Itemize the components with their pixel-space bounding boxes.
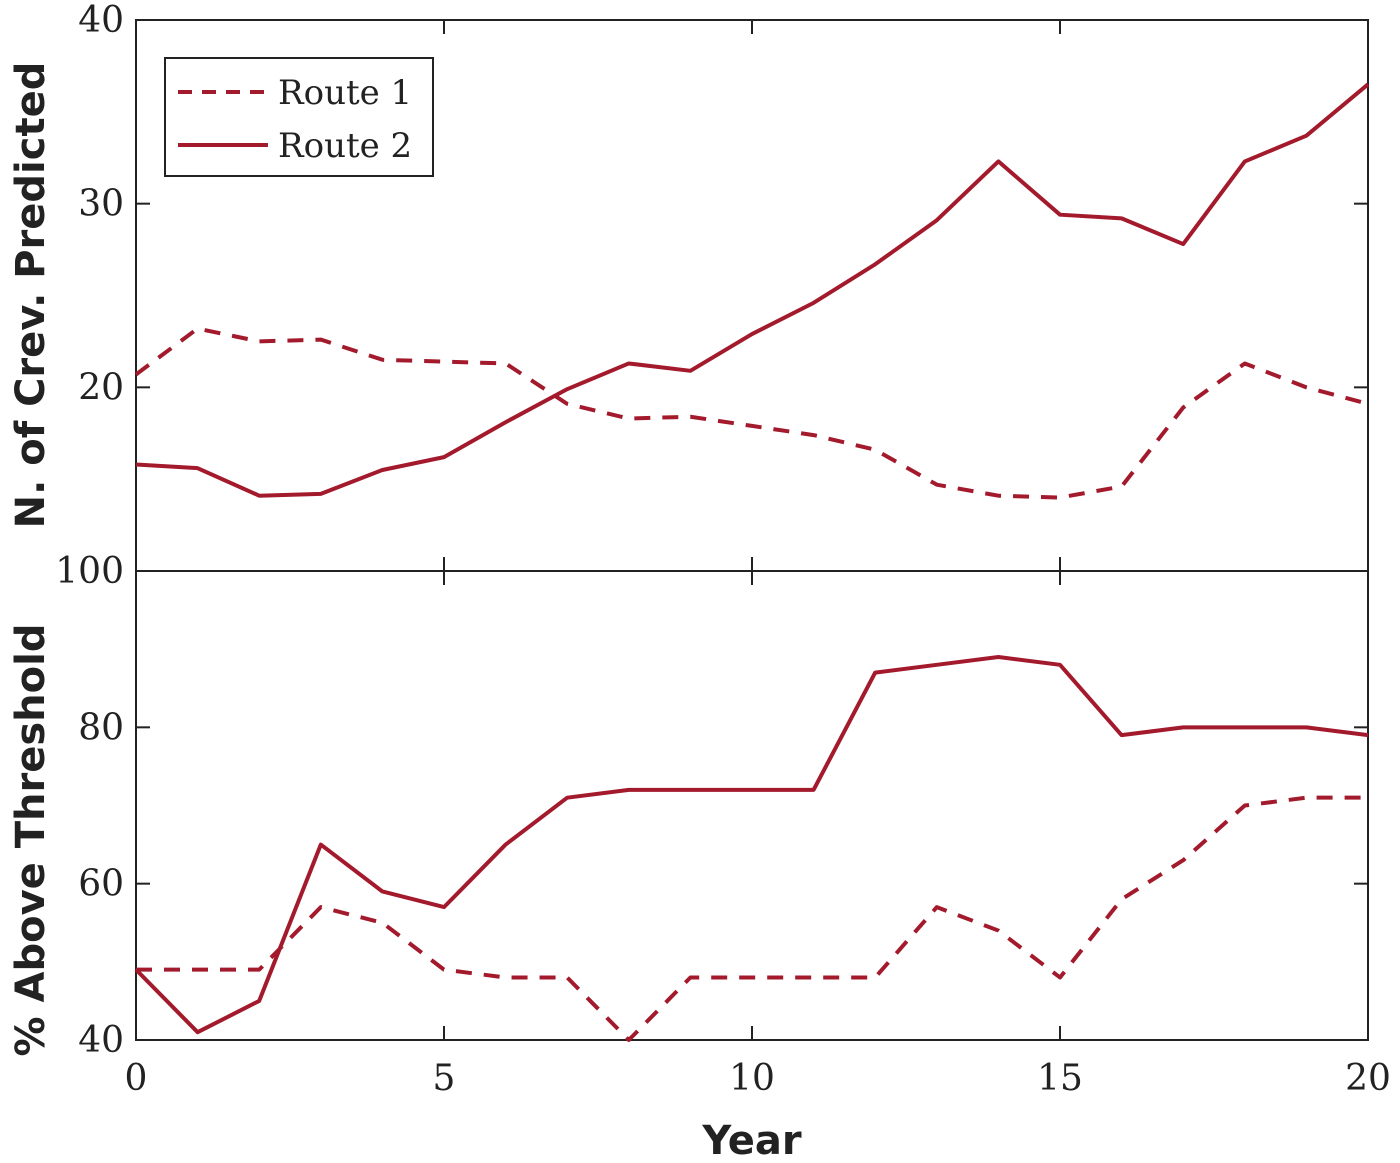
bottom-panel: 40 60 80 100 0 5 10 15 20 xyxy=(55,551,1391,1099)
bottom-series-route2-line xyxy=(134,654,1369,1035)
top-series-route1-line xyxy=(134,326,1369,500)
top-y-axis-label: N. of Crev. Predicted xyxy=(8,62,54,529)
bottom-y-tick-label: 80 xyxy=(78,707,124,748)
bottom-x-tick-label: 10 xyxy=(729,1058,775,1099)
top-series-route2-line xyxy=(135,82,1370,498)
bottom-series-route1-line xyxy=(136,795,1368,1042)
bottom-y-tick-label: 60 xyxy=(78,864,124,905)
legend: Route 1 Route 2 xyxy=(164,57,434,177)
bottom-x-tick-label: 20 xyxy=(1345,1058,1391,1099)
bottom-y-tick-label: 100 xyxy=(55,551,124,592)
bottom-y-axis-label: % Above Threshold xyxy=(8,624,54,1057)
top-y-tick-label: 40 xyxy=(78,0,124,41)
legend-route2-label: Route 2 xyxy=(278,126,412,166)
legend-route1-label: Route 1 xyxy=(278,73,412,113)
bottom-x-tick-label: 0 xyxy=(125,1058,148,1099)
bottom-plot-frame xyxy=(135,570,1369,1041)
legend-box xyxy=(164,57,434,177)
bottom-x-tick-label: 15 xyxy=(1037,1058,1083,1099)
top-y-tick-label: 30 xyxy=(78,184,124,225)
x-axis-label: Year xyxy=(701,1118,801,1163)
bottom-x-tick-label: 5 xyxy=(433,1058,456,1099)
top-y-tick-label: 20 xyxy=(78,367,124,408)
bottom-y-tick-label: 40 xyxy=(78,1020,124,1061)
